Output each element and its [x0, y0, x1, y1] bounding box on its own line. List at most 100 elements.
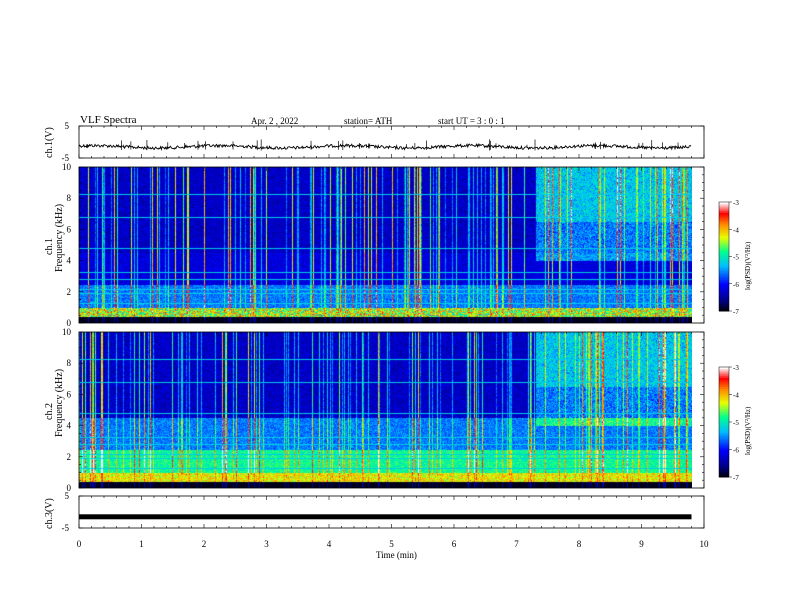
colorbar-1-swatch: [719, 291, 729, 294]
ch1-volt-ytick-label-top: 5: [65, 121, 70, 131]
colorbar-1-swatch: [719, 236, 729, 239]
colorbar-2-swatch: [719, 436, 729, 439]
colorbar-2-swatch: [719, 370, 729, 373]
colorbar-1-swatch: [719, 205, 729, 208]
colorbar-1-swatch: [719, 203, 729, 207]
colorbar-2-swatch: [719, 451, 729, 454]
ch2-spectrogram-panel: 10 8 6 4 2 0: [62, 327, 705, 493]
colorbar-2-swatch: [719, 414, 729, 417]
colorbar-2-swatch: [719, 368, 729, 372]
colorbar-2-swatch: [719, 445, 729, 449]
colorbar-2-swatch: [719, 400, 729, 403]
colorbar-2-swatch: [719, 467, 729, 471]
colorbar-1-swatch: [719, 207, 729, 210]
colorbar-1-swatch: [719, 278, 729, 281]
colorbar-1-swatch: [719, 258, 729, 261]
colorbar-2-swatch: [719, 460, 729, 463]
x-axis-label: Time (min): [376, 550, 417, 560]
x-tick-label: 7: [514, 539, 519, 549]
colorbar-2-swatch: [719, 405, 729, 408]
colorbar-1-swatch: [719, 238, 729, 241]
colorbar-2-swatch: [719, 444, 729, 447]
x-tick-label: 8: [577, 539, 582, 549]
colorbar-1-swatch: [719, 229, 729, 232]
colorbar-1-swatch: [719, 294, 729, 297]
spec1-ytick-label: 8: [67, 193, 72, 203]
spec2-ytick-label: 0: [67, 483, 72, 493]
colorbar-2-swatch: [719, 458, 729, 461]
colorbar-2-swatch: [719, 383, 729, 386]
colorbar-1-swatch: [719, 271, 729, 274]
colorbar-1-swatch: [719, 245, 729, 248]
colorbar-2-swatch: [719, 387, 729, 390]
colorbar-1-swatch: [719, 220, 729, 223]
colorbar-2-swatch: [719, 466, 729, 469]
colorbar-2-swatch: [719, 442, 729, 445]
spec2-heatmap-canvas: [79, 332, 692, 488]
colorbar-1-swatch: [719, 289, 729, 292]
colorbar-1-swatch: [719, 307, 729, 310]
colorbar-1-swatch: [719, 260, 729, 263]
colorbar-2-swatch: [719, 367, 729, 370]
colorbar-1-swatch: [719, 218, 729, 221]
colorbar-1-swatch: [719, 234, 729, 238]
colorbar-1-swatch: [719, 274, 729, 277]
colorbar-2-swatch: [719, 462, 729, 465]
colorbar-1-swatch: [719, 202, 729, 205]
colorbar-2-swatch: [719, 379, 729, 383]
colorbar-1-tick-label: -4: [733, 226, 739, 234]
colorbar-1-swatch: [719, 254, 729, 257]
ch3-volt-trace: [79, 514, 692, 520]
colorbar-2-swatch: [719, 376, 729, 379]
spec2-ylabel-frequency: Frequency (kHz): [54, 368, 65, 437]
colorbar-2-swatch: [719, 372, 729, 375]
spec2-ytick-label: 6: [67, 389, 72, 399]
colorbar-1-swatch: [719, 209, 729, 212]
colorbar-1-swatch: [719, 247, 729, 250]
ch1-volt-ytick-label-bottom: -5: [62, 153, 70, 163]
colorbar-1-swatch: [719, 251, 729, 254]
colorbar-2-tick-label: -6: [733, 447, 739, 455]
x-tick-label: 0: [77, 539, 82, 549]
colorbar-1-swatch: [719, 261, 729, 265]
x-axis: 0 1 2 3 4 5 6 7 8 9 10: [77, 539, 709, 549]
colorbar-2-swatch: [719, 396, 729, 399]
colorbar-2-swatch: [719, 471, 729, 474]
colorbar-2-swatch: [719, 420, 729, 423]
colorbar-1-swatch: [719, 214, 729, 218]
spec2-heatmap: [79, 332, 692, 488]
spec1-ytick-label: 0: [67, 318, 72, 328]
colorbar-2-swatch: [719, 449, 729, 452]
colorbar-2-swatch: [719, 374, 729, 377]
colorbar-2-label: log(PSD)(V²/Hz): [744, 406, 752, 455]
spec1-ytick-label: 4: [67, 256, 72, 266]
colorbar-2-swatch: [719, 416, 729, 419]
colorbar-1-swatch: [719, 231, 729, 234]
colorbar-1-swatch: [719, 269, 729, 272]
station-label: station= ATH: [344, 116, 393, 126]
colorbar-1-swatch: [719, 285, 729, 288]
colorbar-2-tick-label: -3: [733, 364, 739, 372]
colorbar-1-swatch: [719, 283, 729, 287]
colorbar-1-swatch: [719, 243, 729, 247]
colorbar-1-swatch: [719, 280, 729, 283]
spec1-heatmap: [79, 167, 692, 323]
ch1-spectrogram-panel: 10 8 6 4 2 0: [62, 162, 705, 328]
x-tick-label: 9: [639, 539, 644, 549]
colorbar-1-swatch: [719, 256, 729, 259]
colorbar-1-swatch: [719, 301, 729, 305]
spec1-ylabel-frequency: Frequency (kHz): [54, 203, 65, 272]
colorbar-1-swatch: [719, 276, 729, 279]
colorbar-2-swatch: [719, 475, 729, 478]
colorbar-1-swatch: [719, 212, 729, 216]
colorbar-1-label: log(PSD)(V²/Hz): [744, 241, 752, 290]
colorbar-2-swatch: [719, 418, 729, 421]
colorbar-2-swatch: [719, 456, 729, 460]
colorbar-1-swatch: [719, 225, 729, 228]
colorbar-1-swatch: [719, 305, 729, 308]
colorbar-2-swatch: [719, 385, 729, 388]
colorbar-2-tick-label: -4: [733, 392, 739, 400]
colorbar-2-swatch: [719, 392, 729, 395]
colorbar-1-swatch: [719, 303, 729, 307]
